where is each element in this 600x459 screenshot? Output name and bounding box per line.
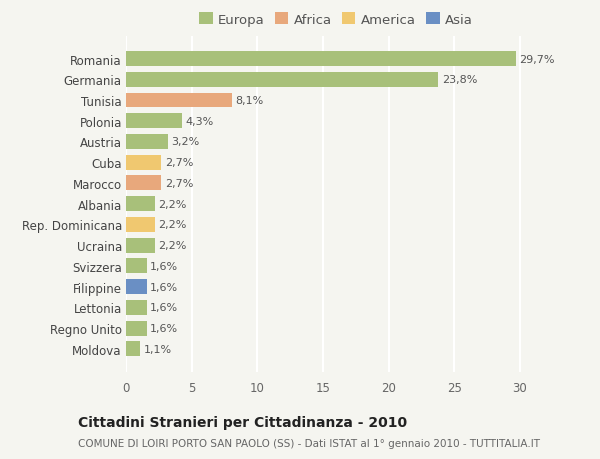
Bar	[126, 156, 161, 170]
Bar	[126, 73, 439, 88]
Bar	[126, 300, 147, 315]
Text: 23,8%: 23,8%	[442, 75, 477, 85]
Bar	[126, 259, 147, 274]
Bar	[126, 176, 161, 191]
Text: 29,7%: 29,7%	[519, 55, 554, 64]
Text: 1,6%: 1,6%	[150, 324, 178, 333]
Text: 2,2%: 2,2%	[158, 220, 187, 230]
Text: 4,3%: 4,3%	[186, 117, 214, 127]
Text: 1,6%: 1,6%	[150, 261, 178, 271]
Bar	[126, 135, 168, 150]
Bar	[126, 321, 147, 336]
Text: Cittadini Stranieri per Cittadinanza - 2010: Cittadini Stranieri per Cittadinanza - 2…	[78, 415, 407, 429]
Text: 2,2%: 2,2%	[158, 241, 187, 251]
Bar	[126, 197, 155, 212]
Bar	[126, 280, 147, 295]
Bar	[126, 218, 155, 232]
Text: 1,6%: 1,6%	[150, 282, 178, 292]
Text: 8,1%: 8,1%	[236, 96, 264, 106]
Text: 1,6%: 1,6%	[150, 303, 178, 313]
Bar	[126, 114, 182, 129]
Legend: Europa, Africa, America, Asia: Europa, Africa, America, Asia	[199, 13, 473, 27]
Bar	[126, 238, 155, 253]
Text: 2,7%: 2,7%	[165, 158, 193, 168]
Text: 2,7%: 2,7%	[165, 179, 193, 189]
Bar	[126, 52, 516, 67]
Text: 2,2%: 2,2%	[158, 199, 187, 209]
Bar	[126, 341, 140, 357]
Text: 3,2%: 3,2%	[171, 137, 200, 147]
Bar	[126, 93, 232, 108]
Text: 1,1%: 1,1%	[144, 344, 172, 354]
Text: COMUNE DI LOIRI PORTO SAN PAOLO (SS) - Dati ISTAT al 1° gennaio 2010 - TUTTITALI: COMUNE DI LOIRI PORTO SAN PAOLO (SS) - D…	[78, 438, 540, 448]
